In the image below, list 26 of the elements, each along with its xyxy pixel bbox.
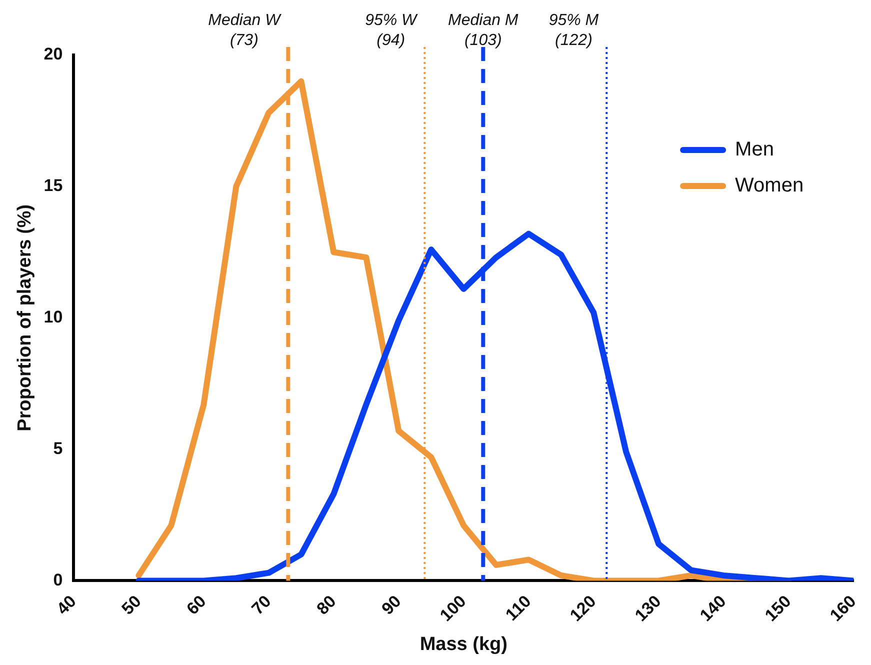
x-tick-label: 90 (378, 592, 405, 618)
ref-line-label: 95% M (122) (548, 12, 600, 49)
x-tick-label: 150 (761, 592, 795, 626)
ref-line-label: Median W (73) (208, 12, 282, 49)
x-tick-label: 60 (183, 592, 210, 618)
ref-line-label: 95% W (94) (365, 12, 419, 49)
legend-label: Men (735, 138, 774, 161)
y-tick-label: 0 (53, 570, 63, 590)
x-tick-label: 120 (566, 592, 600, 626)
y-tick-label: 15 (44, 176, 63, 196)
y-tick-label: 10 (44, 308, 63, 327)
x-axis-title: Mass (kg) (420, 634, 508, 655)
x-tick-label: 100 (436, 592, 470, 626)
y-tick-label: 20 (44, 44, 63, 64)
ref-line-label: Median M (103) (448, 12, 519, 49)
x-tick-label: 130 (631, 592, 665, 626)
x-tick-label: 70 (248, 592, 275, 618)
x-tick-label: 160 (826, 592, 860, 626)
x-tick-label: 80 (312, 592, 340, 618)
y-axis-title: Proportion of players (%) (14, 204, 36, 432)
legend-label: Women (735, 174, 804, 197)
x-tick-label: 50 (118, 592, 145, 618)
x-tick-label: 110 (502, 592, 535, 624)
x-tick-label: 140 (696, 592, 730, 626)
x-tick-label: 40 (53, 592, 80, 618)
y-tick-label: 5 (53, 438, 63, 458)
